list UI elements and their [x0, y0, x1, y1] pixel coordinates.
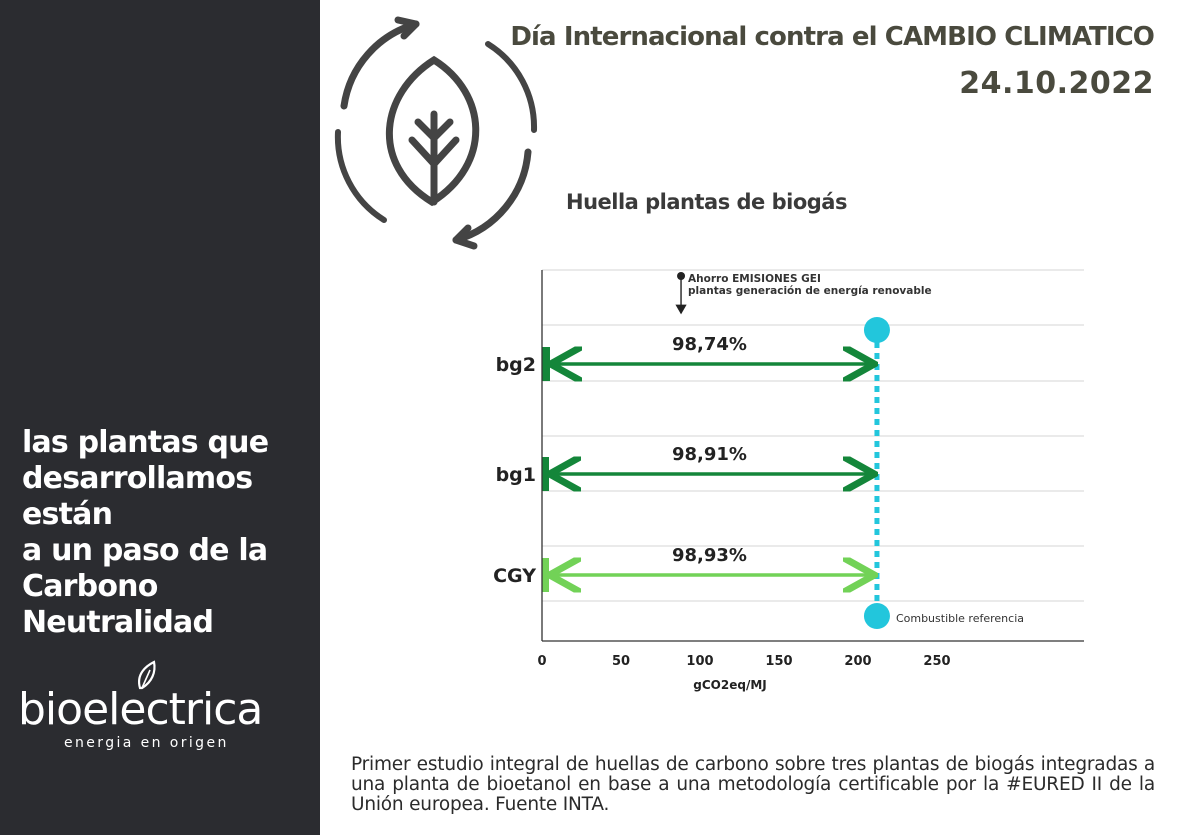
slogan-line: las plantas que	[22, 425, 269, 460]
savings-label: 98,91%	[672, 444, 747, 465]
slogan-line: Neutralidad	[22, 605, 214, 640]
savings-label: 98,74%	[672, 334, 747, 355]
x-tick-label: 250	[923, 654, 950, 669]
category-label: bg1	[496, 464, 536, 486]
page-title: Día Internacional contra el CAMBIO CLIMA…	[510, 22, 1155, 52]
brand-tagline: energia en origen	[64, 735, 229, 751]
bar-bg1	[542, 457, 549, 491]
annotation-dot	[677, 272, 686, 280]
slogan-line: a un paso de la	[22, 533, 268, 568]
category-label: CGY	[493, 565, 536, 587]
slogan: las plantas que desarrollamos están a un…	[22, 425, 312, 641]
slogan-line: Carbono	[22, 569, 158, 604]
chart-title: Huella plantas de biogás	[566, 190, 847, 214]
footnote: Primer estudio integral de huellas de ca…	[351, 754, 1155, 815]
reference-label: Combustible referencia	[896, 612, 1024, 625]
x-tick-label: 0	[537, 654, 546, 669]
annotation-line: plantas generación de energía renovable	[688, 285, 932, 297]
bar-bg2	[542, 347, 550, 381]
chart: Combustible referencia 98,74% 98,91% 98,93%…	[493, 269, 1084, 692]
brand-name: bioelectrica	[18, 684, 263, 735]
annotation-line: Ahorro EMISIONES GEI	[688, 273, 821, 285]
x-tick-label: 200	[844, 654, 871, 669]
savings-label: 98,93%	[672, 545, 747, 566]
reference-marker	[863, 603, 890, 629]
slogan-line: están	[22, 497, 113, 532]
x-tick-label: 100	[686, 654, 713, 669]
slogan-line: desarrollamos	[22, 461, 253, 496]
category-label: bg2	[496, 354, 536, 376]
page-date: 24.10.2022	[959, 66, 1154, 101]
bar-CGY	[542, 558, 549, 592]
leaf-cycle-icon	[334, 16, 538, 250]
leaf-icon	[138, 660, 156, 690]
reference-marker	[863, 317, 890, 343]
x-axis-title: gCO2eq/MJ	[693, 678, 766, 692]
x-tick-label: 50	[612, 654, 630, 669]
x-tick-label: 150	[765, 654, 792, 669]
left-panel: las plantas que desarrollamos están a un…	[0, 0, 320, 835]
